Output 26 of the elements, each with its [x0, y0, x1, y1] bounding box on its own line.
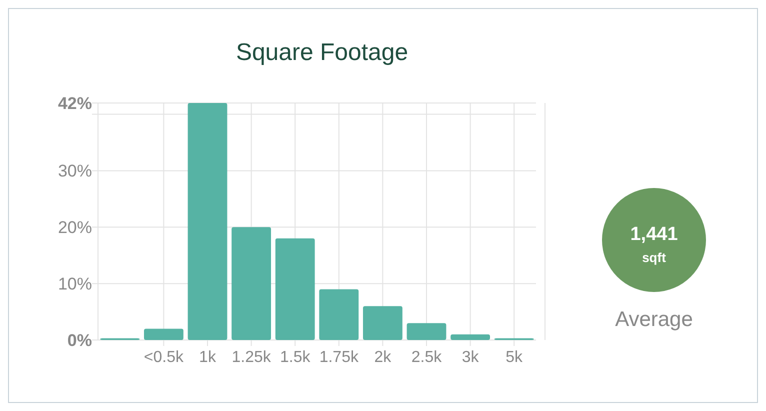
y-tick-label: 42% [58, 94, 92, 113]
bar [188, 103, 228, 340]
x-tick-label: 1k [199, 349, 217, 366]
y-tick-label: 20% [58, 218, 92, 238]
bar [232, 227, 272, 340]
bar [144, 328, 184, 340]
x-tick-label: 1.25k [232, 349, 272, 366]
bar [406, 323, 446, 340]
bar [450, 334, 490, 340]
y-tick-label: 10% [58, 274, 92, 294]
text: Average [615, 308, 693, 331]
x-tick-label: 3k [462, 349, 480, 366]
chart-title: Square Footage [236, 39, 408, 66]
x-tick-label: 2.5k [411, 349, 443, 366]
x-tick-label: <0.5k [144, 349, 184, 366]
y-tick-label: 0% [67, 330, 92, 350]
bar [275, 238, 315, 340]
x-tick-label: 1.75k [319, 349, 360, 366]
bar [319, 289, 359, 340]
bar [362, 306, 402, 340]
text: 1,441 [630, 224, 678, 245]
text: sqft [642, 250, 667, 265]
x-tick-label: 1.5k [280, 349, 312, 366]
x-tick-label: 2k [374, 349, 392, 366]
x-tick-label: 5k [506, 349, 524, 366]
y-tick-label: 30% [58, 162, 92, 181]
